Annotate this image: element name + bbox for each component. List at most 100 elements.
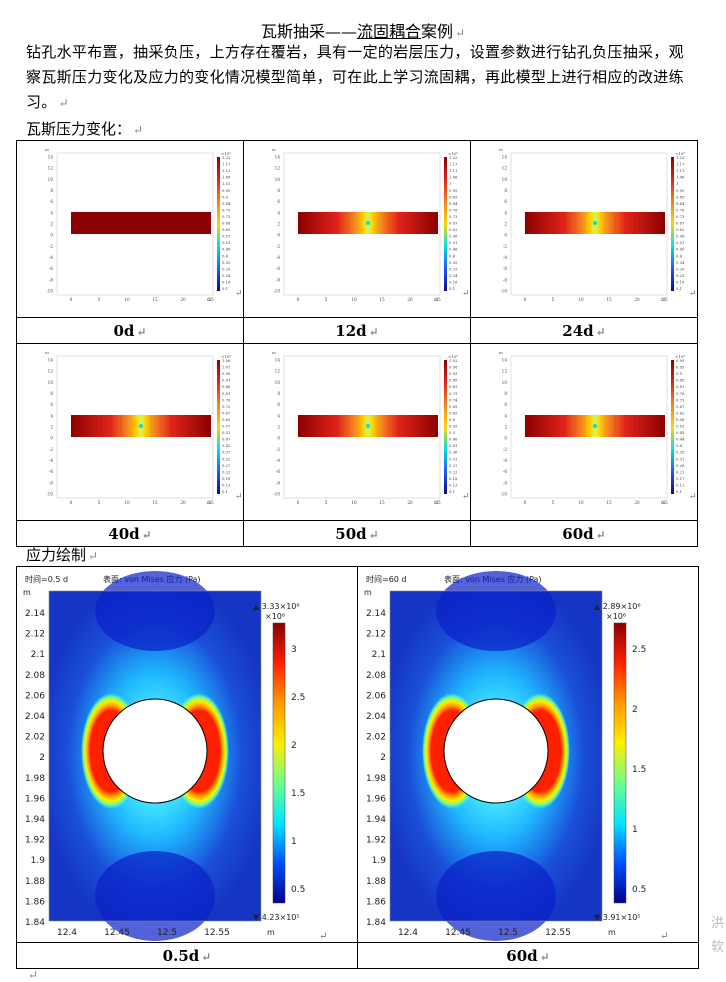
- y-tick-label: -2: [276, 447, 280, 452]
- legend-tick-label: 0.89: [676, 194, 685, 199]
- x-tick-label: 20: [634, 500, 640, 505]
- y-tick-label: 2.02: [25, 733, 45, 743]
- y-tick-label: -4: [503, 255, 507, 260]
- color-legend-bar: [272, 622, 286, 904]
- legend-tick-label: 0.68: [222, 221, 231, 226]
- x-tick-label: 0: [297, 297, 300, 302]
- return-mark: ↵: [462, 289, 470, 299]
- legend-tick-label: 0.78: [676, 207, 685, 212]
- legend-tick-label: 0.67: [676, 221, 685, 226]
- y-tick-label: -8: [49, 480, 53, 485]
- legend-tick-label: 0.1: [676, 489, 682, 494]
- x-tick-label: 12.5: [498, 928, 518, 938]
- pressure-label-3: 40d ↵: [16, 520, 244, 547]
- y-tick-label: 2.06: [366, 691, 386, 701]
- legend-tick-label: 1.11: [676, 168, 684, 173]
- legend-min: ▼ 3.91×10⁵: [594, 913, 641, 922]
- y-tick-label: -8: [276, 277, 280, 282]
- y-tick-label: 10: [48, 177, 54, 182]
- legend-tick-label: 0.18: [449, 476, 458, 481]
- pressure-label-1: 12d ↵: [243, 317, 471, 344]
- legend-tick-label: 0.46: [449, 437, 458, 442]
- return-mark: ↵: [88, 549, 99, 563]
- y-tick-label: -8: [503, 480, 507, 485]
- legend-tick-label: 1.17: [222, 162, 231, 167]
- legend-tick-label: 0.35: [449, 260, 458, 265]
- legend-tick-label: 0.1: [449, 286, 455, 291]
- y-tick-label: 1.9: [372, 856, 387, 866]
- x-tick-label: 12.55: [204, 928, 230, 938]
- legend-tick-label: 0.73: [676, 214, 685, 219]
- y-tick-label: 1.86: [366, 897, 386, 907]
- y-tick-label: -6: [503, 266, 507, 271]
- legend-tick-label: 0.84: [676, 201, 685, 206]
- y-tick-label: -2: [503, 447, 507, 452]
- y-tick-label: -4: [276, 255, 280, 260]
- legend-tick-label: 0.22: [449, 469, 458, 474]
- x-tick-label: 5: [325, 500, 328, 505]
- label-text: 12d: [335, 321, 367, 340]
- legend-exponent: ×10⁶: [221, 354, 231, 359]
- legend-tick-label: 1.01: [222, 181, 230, 186]
- y-tick-label: 10: [275, 177, 281, 182]
- y-tick-label: 2.1: [31, 650, 45, 660]
- y-tick-label: 12: [275, 369, 281, 374]
- return-mark: ↵: [201, 949, 212, 964]
- legend-tick-label: 0.29: [449, 266, 458, 271]
- stress-label-1: 60d ↵: [357, 942, 699, 969]
- x-tick-label: 20: [634, 297, 640, 302]
- legend-tick-label: 0.84: [222, 201, 231, 206]
- y-tick-label: 1.96: [366, 794, 386, 804]
- legend-tick-label: 0.99: [676, 358, 685, 363]
- section-heading-pressure: 瓦斯压力变化： ↵: [26, 118, 143, 139]
- color-legend-bar: [444, 157, 447, 291]
- axis-unit-label: m: [45, 350, 49, 355]
- legend-tick-label: 0.22: [222, 469, 231, 474]
- legend-tick-label: 0.79: [449, 391, 458, 396]
- pressure-panel-2: m 14 12 10 8 6 4 2 0 -2 -4 -6 -8 -10 0 5 10 15 20 25 m ×10⁶ 1.…: [470, 140, 698, 318]
- x-unit-label: m: [207, 500, 211, 505]
- y-tick-label: 2.14: [366, 609, 386, 619]
- time-label: 时间=60 d: [366, 574, 407, 584]
- y-tick-label: 6: [504, 402, 507, 407]
- legend-tick-label: 0.4: [676, 253, 683, 258]
- legend-tick-label: 0.76: [222, 397, 231, 402]
- pressure-label-0: 0d ↵: [16, 317, 244, 344]
- legend-tick-label: 0.62: [676, 227, 685, 232]
- y-tick-label: 1.9: [31, 856, 46, 866]
- x-tick-label: 25: [435, 500, 441, 505]
- legend-tick-label: 0.17: [676, 476, 685, 481]
- axis-unit-label: m: [272, 350, 276, 355]
- y-tick-label: 14: [502, 358, 508, 363]
- pressure-panel-5: m 14 12 10 8 6 4 2 0 -2 -4 -6 -8 -10 0 5 10 15 20 25 m ×10⁶ 0.…: [470, 343, 698, 521]
- pressure-panel-4: m 14 12 10 8 6 4 2 0 -2 -4 -6 -8 -10 0 5 10 15 20 25 m ×10⁶ 1.…: [243, 343, 471, 521]
- legend-tick-label: 0.81: [676, 384, 684, 389]
- return-mark: ↵: [660, 931, 668, 942]
- x-tick-label: 15: [152, 297, 158, 302]
- legend-tick-label: 0.95: [676, 188, 685, 193]
- legend-tick-label: 0.9: [222, 194, 229, 199]
- legend-tick-label: 1.22: [222, 155, 231, 160]
- borehole: [443, 698, 549, 804]
- legend-tick-label: 0.91: [222, 378, 230, 383]
- legend-exponent: ×10⁶: [675, 151, 685, 156]
- y-tick-label: 2.04: [366, 712, 386, 722]
- axis-unit-label: m: [23, 588, 31, 597]
- y-tick-label: 2.08: [25, 671, 45, 681]
- y-tick-label: 14: [502, 155, 508, 160]
- legend-tick-label: 3: [291, 645, 297, 655]
- legend-tick-label: 0.67: [222, 410, 231, 415]
- legend-tick-label: 0.35: [676, 450, 685, 455]
- y-tick-label: 2: [50, 222, 53, 227]
- legend-tick-label: 0.46: [449, 247, 458, 252]
- legend-tick-label: 0.51: [676, 240, 684, 245]
- axis-unit-label: m: [272, 147, 276, 152]
- x-tick-label: 5: [552, 500, 555, 505]
- y-tick-label: 14: [275, 358, 281, 363]
- return-mark: ↵: [141, 527, 152, 542]
- y-tick-label: 2.06: [25, 691, 45, 701]
- y-tick-label: -10: [46, 492, 53, 497]
- y-tick-label: -8: [503, 277, 507, 282]
- y-tick-label: 10: [275, 380, 281, 385]
- color-legend-bar: [613, 622, 627, 904]
